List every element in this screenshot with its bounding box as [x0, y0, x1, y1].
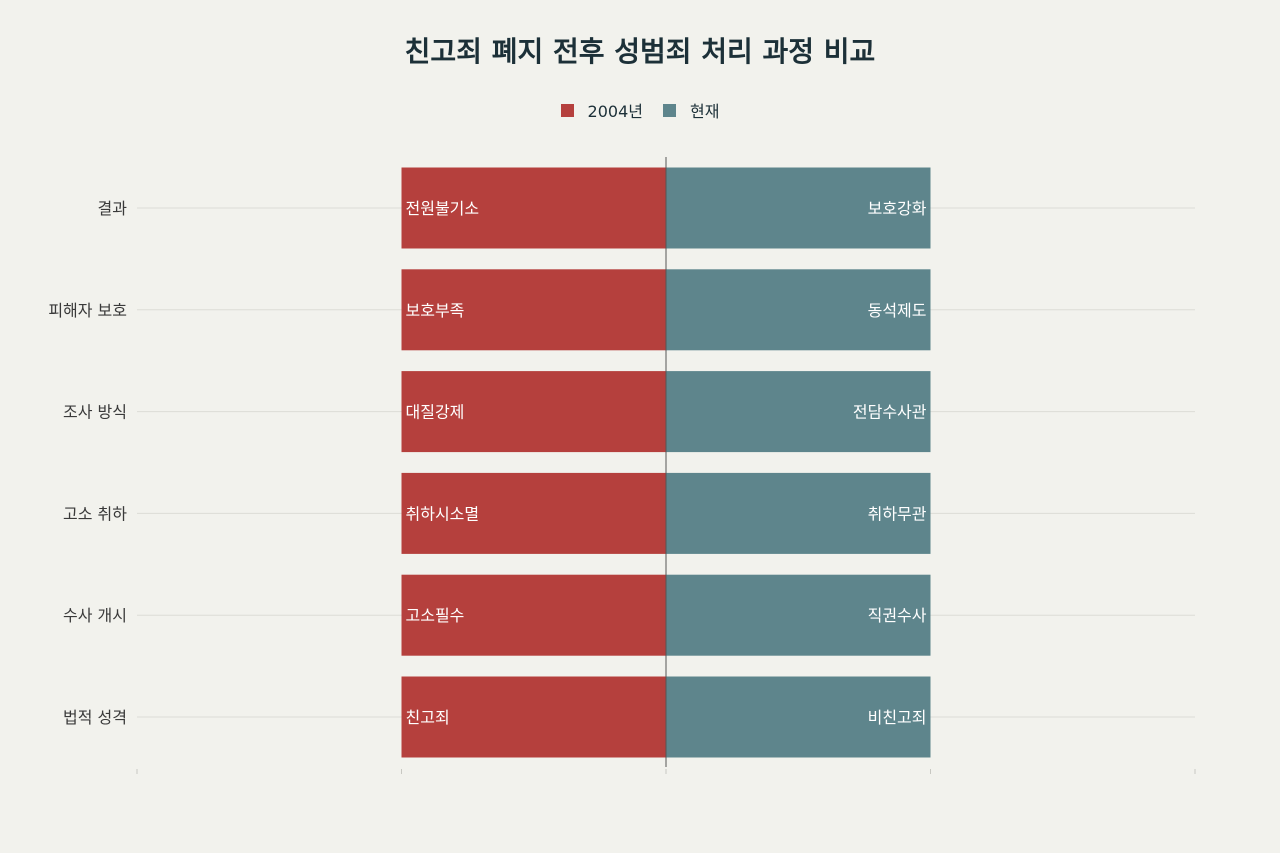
- bar-current: [666, 167, 931, 249]
- bar-current: [666, 676, 931, 758]
- legend-swatch-2004: [560, 103, 574, 117]
- category-label: 수사 개시: [63, 606, 127, 625]
- category-label: 피해자 보호: [48, 301, 127, 320]
- legend: 2004년 현재: [0, 98, 1280, 122]
- bar-label-2004: 대질강제: [406, 403, 465, 422]
- bar-label-current: 직권수사: [868, 606, 927, 625]
- chart-title: 친고죄 폐지 전후 성범죄 처리 과정 비교: [404, 35, 876, 68]
- bar-2004: [401, 574, 666, 656]
- bar-current: [666, 574, 931, 656]
- bar-label-current: 비친고죄: [868, 708, 927, 727]
- bar-label-current: 취하무관: [868, 504, 927, 523]
- bar-2004: [401, 472, 666, 554]
- bar-label-2004: 고소필수: [406, 606, 465, 625]
- bar-label-2004: 친고죄: [406, 708, 450, 727]
- category-label: 고소 취하: [63, 504, 127, 523]
- bar-current: [666, 371, 931, 453]
- category-label: 조사 방식: [63, 403, 127, 422]
- category-label: 법적 성격: [63, 708, 127, 727]
- legend-item-current[interactable]: 현재: [663, 98, 719, 122]
- legend-swatch-current: [663, 103, 676, 117]
- bar-2004: [401, 371, 666, 453]
- bar-current: [666, 472, 931, 554]
- bar-label-2004: 보호부족: [406, 301, 465, 320]
- bar-label-current: 전담수사관: [853, 403, 927, 422]
- legend-item-2004[interactable]: 2004년: [560, 98, 643, 122]
- bar-current: [666, 269, 931, 351]
- bar-label-current: 동석제도: [868, 301, 927, 320]
- category-label: 결과: [98, 199, 128, 218]
- bar-label-current: 보호강화: [868, 199, 927, 218]
- legend-label-current: 현재: [690, 102, 720, 121]
- bar-label-2004: 취하시소멸: [406, 504, 480, 523]
- bar-2004: [401, 269, 666, 351]
- bar-2004: [401, 676, 666, 758]
- legend-label-2004: 2004년: [587, 102, 643, 121]
- bar-2004: [401, 167, 666, 249]
- bar-label-2004: 전원불기소: [406, 199, 480, 218]
